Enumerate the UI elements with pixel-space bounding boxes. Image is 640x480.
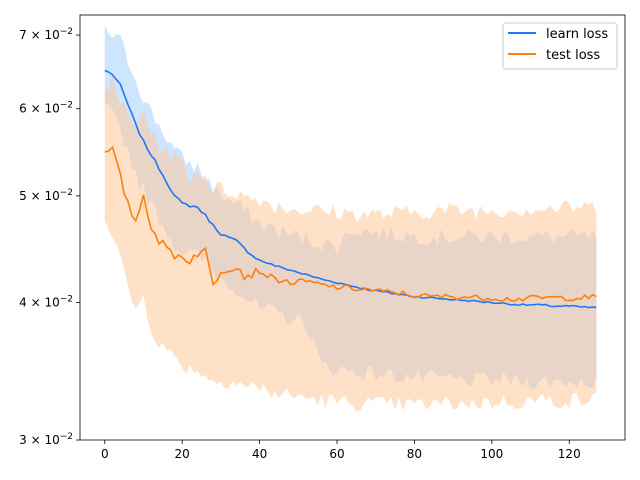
line-learn-loss	[104, 69, 597, 309]
plot-frame	[79, 14, 626, 441]
line-test-loss	[104, 145, 597, 302]
y-tick-label: 5 × 10−2	[19, 188, 73, 203]
legend-box	[502, 22, 618, 70]
x-tick-label: 40	[252, 447, 267, 461]
legend: learn loss test loss	[502, 22, 618, 70]
x-tick-label: 120	[558, 447, 581, 461]
x-tick-label: 60	[329, 447, 344, 461]
y-tick-label: 4 × 10−2	[19, 295, 73, 310]
series-lines	[104, 69, 597, 309]
y-axis: 3 × 10−2 4 × 10−2 5 × 10−2 6 × 10−2 7 × 10−2	[19, 27, 80, 447]
legend-label-learn-loss: learn loss	[546, 27, 608, 42]
confidence-bands	[104, 25, 597, 412]
x-axis: 0 20 40 60 80 100 120	[101, 440, 581, 461]
band-test-loss	[104, 75, 597, 412]
x-tick-label: 100	[480, 447, 503, 461]
y-tick-label: 6 × 10−2	[19, 101, 73, 116]
x-tick-label: 20	[175, 447, 190, 461]
x-tick-label: 80	[407, 447, 422, 461]
y-tick-label: 7 × 10−2	[19, 27, 73, 42]
x-tick-label: 0	[101, 447, 109, 461]
legend-label-test-loss: test loss	[546, 48, 600, 63]
y-tick-label: 3 × 10−2	[19, 432, 73, 447]
